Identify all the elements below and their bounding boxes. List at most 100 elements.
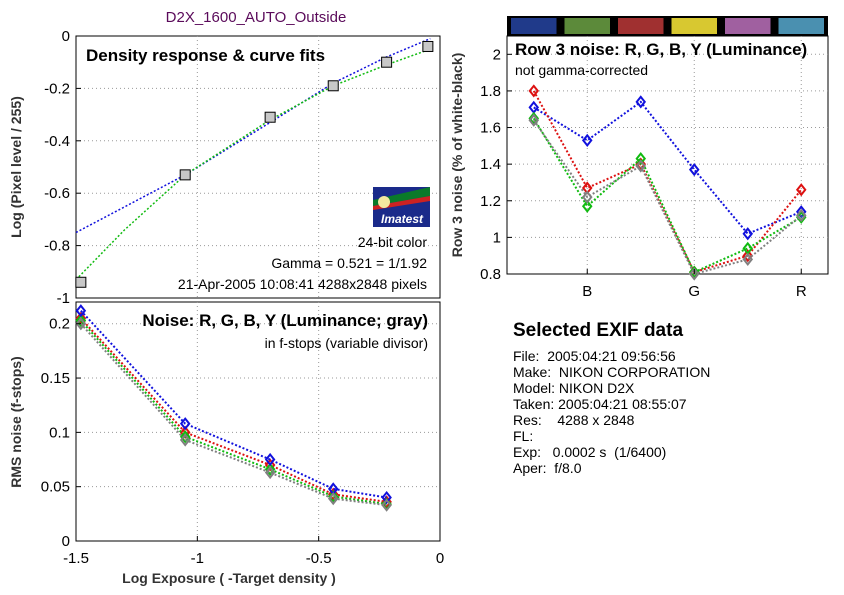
y-tick-label: -1 — [57, 290, 70, 307]
plot-subtitle: in f-stops (variable divisor) — [265, 335, 428, 351]
row3-noise-panel: 0.8 1 1.2 1.4 1.6 1.8 2 B G R Row 3 noise: R, G,… — [449, 16, 829, 300]
x-tick-label: R — [796, 283, 807, 300]
data-point — [688, 265, 700, 279]
y-axis: 0.8 1 1.2 1.4 1.6 1.8 2 — [480, 46, 512, 283]
data-points — [75, 40, 434, 288]
y-axis: 0 0.05 0.1 0.15 0.2 — [41, 316, 81, 550]
y-axis-label: RMS noise (f-stops) — [8, 356, 24, 487]
y-axis-label: Row 3 noise (% of white-black) — [449, 53, 465, 258]
exif-resolution: Res: 4288 x 2848 — [513, 412, 635, 428]
y-tick-label: -0.4 — [44, 133, 70, 150]
data-point — [688, 163, 700, 177]
data-point — [327, 487, 339, 501]
density-point — [422, 40, 434, 52]
plot-title: Noise: R, G, B, Y (Luminance; gray) — [142, 311, 428, 330]
data-point — [795, 183, 807, 197]
exif-exposure: Exp: 0.0002 s (1/6400) — [513, 444, 667, 460]
y-tick-label: 2 — [493, 46, 501, 63]
y-tick-label: 1.4 — [480, 156, 501, 173]
data-point — [635, 152, 647, 166]
density-point — [327, 80, 339, 92]
y-tick-label: -0.8 — [44, 238, 70, 255]
data-point — [179, 433, 191, 447]
exif-taken: Taken: 2005:04:21 08:55:07 — [513, 396, 687, 412]
density-response-panel: 0 -0.2 -0.4 -0.6 -0.8 -1 Density response & c… — [8, 28, 441, 307]
data-point — [381, 498, 392, 512]
data-point — [795, 205, 807, 219]
series-line-red — [532, 90, 803, 274]
y-tick-label: 1 — [493, 229, 501, 246]
x-tick-label: -1 — [191, 550, 204, 567]
y-tick-label: 1.6 — [480, 120, 501, 137]
data-point — [742, 249, 754, 263]
density-point — [381, 56, 393, 68]
exif-file: File: 2005:04:21 09:56:56 — [513, 348, 676, 364]
plot-title: Density response & curve fits — [86, 46, 325, 65]
y-tick-label: 1.2 — [480, 193, 501, 210]
color-swatch — [618, 18, 664, 34]
plot-title: Row 3 noise: R, G, B, Y (Luminance) — [515, 40, 807, 59]
logo-text: Imatest — [381, 212, 424, 226]
grid-lines — [76, 36, 440, 298]
x-tick-label: -0.5 — [306, 550, 332, 567]
y-tick-label: -0.6 — [44, 185, 70, 202]
density-point — [75, 276, 87, 288]
data-point — [381, 490, 392, 505]
data-point — [688, 267, 700, 281]
data-point — [528, 84, 540, 98]
data-point — [264, 462, 276, 476]
density-point — [264, 111, 276, 123]
color-swatch — [511, 18, 557, 34]
series-line-green — [532, 117, 802, 274]
plot-subtitle: not gamma-corrected — [515, 62, 648, 78]
data-point — [581, 199, 593, 213]
data-point — [742, 252, 754, 266]
y-tick-label: 0.8 — [480, 266, 501, 283]
exif-list: File: 2005:04:21 09:56:56 Make: NIKON CO… — [513, 348, 710, 476]
x-tick-label: -1.5 — [63, 550, 89, 567]
data-point — [327, 489, 339, 504]
y-tick-label: 0.05 — [41, 479, 70, 496]
y-tick-label: 0 — [62, 533, 70, 550]
data-point — [75, 317, 87, 331]
data-point — [264, 465, 276, 480]
y-tick-label: 0.1 — [49, 424, 70, 441]
data-point — [795, 208, 807, 223]
data-point — [635, 159, 647, 173]
data-point — [581, 190, 593, 204]
exif-model: Model: NIKON D2X — [513, 380, 635, 396]
series-line-blue — [80, 310, 387, 499]
data-point — [75, 313, 87, 328]
y-tick-label: 0.15 — [41, 370, 70, 387]
info-line-date: 21-Apr-2005 10:08:41 4288x2848 pixels — [178, 276, 427, 292]
data-point — [327, 492, 339, 506]
color-swatch-strip — [507, 16, 828, 36]
data-point — [581, 133, 593, 147]
noise-series — [75, 304, 392, 512]
series-line-blue — [533, 100, 802, 235]
density-point — [179, 169, 191, 181]
grid-lines — [507, 36, 828, 274]
imatest-logo: Imatest — [373, 187, 430, 227]
data-point — [179, 417, 191, 431]
rms-noise-panel: 0 0.05 0.1 0.15 0.2 -1.5 -1 -0.5 0 Noise: R, G,… — [8, 301, 444, 586]
x-axis: -1.5 -1 -0.5 0 — [63, 536, 444, 567]
y-axis: 0 -0.2 -0.4 -0.6 -0.8 -1 — [44, 28, 81, 307]
x-axis-label: Log Exposure ( -Target density ) — [122, 570, 336, 586]
data-point — [528, 111, 540, 125]
info-line-color: 24-bit color — [358, 234, 428, 250]
data-point — [264, 458, 276, 472]
page-title: D2X_1600_AUTO_Outside — [166, 9, 347, 26]
x-tick-label: G — [688, 283, 700, 300]
exif-aperture: Aper: f/8.0 — [513, 460, 582, 476]
data-point — [179, 430, 191, 444]
row-noise-series — [528, 84, 807, 281]
series-line-gray — [80, 323, 387, 507]
y-tick-label: -0.2 — [44, 80, 70, 97]
exif-focal-length: FL: — [513, 428, 534, 444]
plot-frame — [75, 35, 441, 299]
x-tick-label: 0 — [436, 550, 444, 567]
y-tick-label: 1.8 — [480, 83, 501, 100]
logo-sun — [378, 196, 390, 208]
